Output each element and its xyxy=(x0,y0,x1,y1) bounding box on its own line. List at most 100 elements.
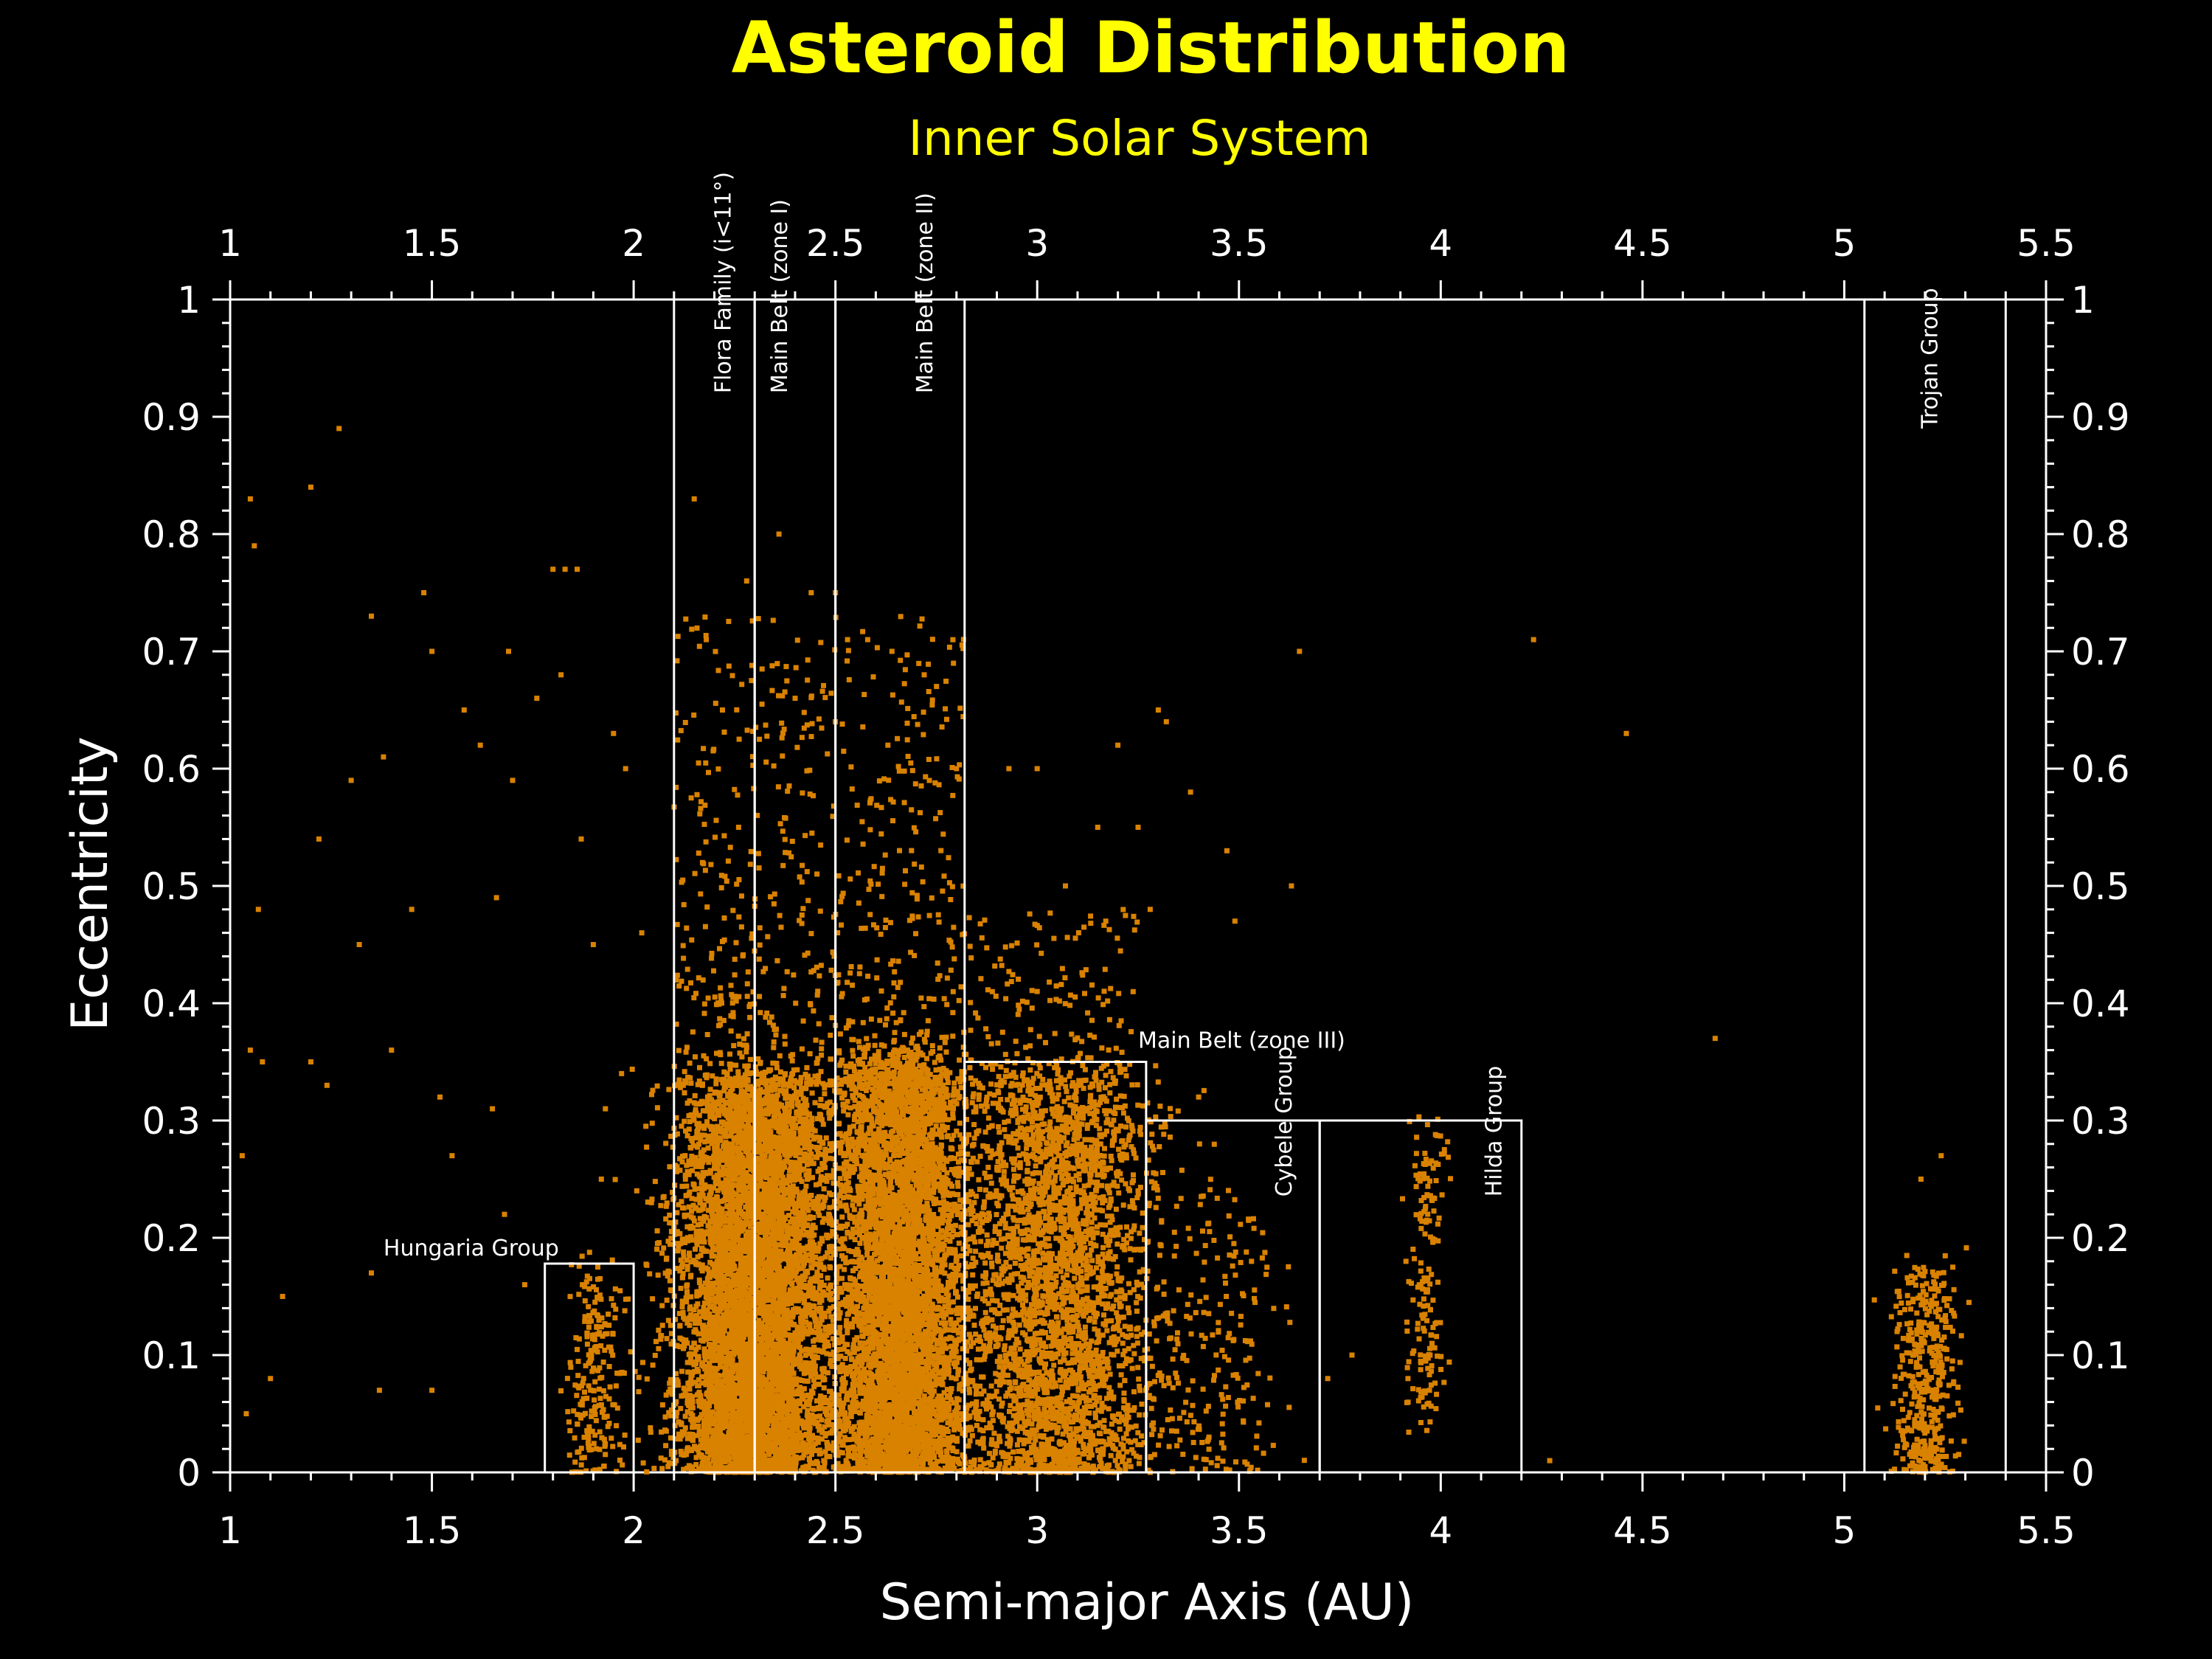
data-point xyxy=(772,1437,777,1443)
data-point xyxy=(724,1307,729,1313)
data-point xyxy=(794,1090,799,1095)
data-point xyxy=(758,1424,764,1430)
data-point xyxy=(573,1335,579,1340)
data-point xyxy=(801,1326,807,1331)
data-point xyxy=(645,1199,651,1205)
data-point xyxy=(785,1415,791,1421)
data-point xyxy=(613,1383,619,1389)
data-point xyxy=(578,1415,583,1421)
data-point xyxy=(757,1087,763,1092)
data-point xyxy=(565,1409,571,1415)
data-point xyxy=(774,1345,780,1351)
data-point xyxy=(598,1343,604,1348)
data-point xyxy=(741,1117,747,1122)
data-point xyxy=(578,1462,584,1468)
data-point xyxy=(578,1402,583,1407)
data-point xyxy=(722,1318,728,1323)
data-point xyxy=(687,1315,693,1320)
data-point xyxy=(583,1468,589,1474)
data-point xyxy=(694,1313,700,1318)
data-point xyxy=(594,1323,600,1329)
data-point xyxy=(786,1109,792,1114)
data-point xyxy=(805,1378,811,1384)
data-point xyxy=(718,1180,724,1186)
data-point xyxy=(810,1354,815,1360)
data-point xyxy=(731,1410,737,1416)
data-point xyxy=(584,1341,590,1347)
data-point xyxy=(592,1412,598,1417)
data-point xyxy=(589,1447,594,1452)
data-point xyxy=(716,1348,722,1354)
data-point xyxy=(679,1452,684,1458)
data-point xyxy=(802,1151,808,1157)
data-point xyxy=(677,1156,682,1162)
data-point xyxy=(816,1073,822,1078)
data-point xyxy=(636,1389,642,1395)
data-point xyxy=(684,1183,690,1189)
data-point xyxy=(757,1274,763,1280)
data-point xyxy=(805,1416,811,1422)
data-point xyxy=(842,1435,847,1441)
data-point xyxy=(828,1255,833,1261)
data-point xyxy=(589,1413,594,1419)
data-point xyxy=(799,1179,805,1184)
data-point xyxy=(704,1122,710,1128)
data-point xyxy=(621,1444,626,1450)
data-point xyxy=(759,1116,765,1122)
data-point xyxy=(703,1331,709,1337)
data-point xyxy=(703,1379,709,1385)
data-point xyxy=(772,1457,778,1463)
data-point xyxy=(707,1380,713,1386)
data-point xyxy=(732,1366,738,1372)
data-point xyxy=(707,1103,713,1109)
data-point xyxy=(684,1212,690,1218)
data-point xyxy=(635,1437,641,1443)
data-point xyxy=(679,1261,685,1267)
data-point xyxy=(654,1083,660,1089)
data-point xyxy=(584,1428,590,1433)
data-point xyxy=(678,1286,684,1291)
data-point xyxy=(767,1369,773,1375)
data-point xyxy=(696,1208,701,1213)
data-point xyxy=(720,1422,726,1428)
data-point xyxy=(680,1309,686,1315)
data-point xyxy=(774,1461,780,1467)
data-point xyxy=(584,1330,590,1336)
data-point xyxy=(707,1197,713,1203)
data-point xyxy=(598,1324,604,1330)
data-point xyxy=(591,1441,597,1447)
data-point xyxy=(689,1402,695,1407)
data-point xyxy=(800,1322,805,1328)
data-point xyxy=(710,1328,715,1334)
data-point xyxy=(777,1168,783,1174)
data-point xyxy=(567,1294,573,1300)
data-point xyxy=(659,1466,665,1472)
data-point xyxy=(809,1412,815,1418)
data-point xyxy=(746,1154,752,1160)
data-point xyxy=(791,1298,797,1303)
data-point xyxy=(690,1317,696,1323)
data-point xyxy=(586,1360,592,1366)
data-point xyxy=(809,1090,815,1096)
data-point xyxy=(730,1092,736,1098)
data-point xyxy=(576,1292,582,1298)
data-point xyxy=(707,1114,713,1120)
data-point xyxy=(648,1425,653,1431)
data-point xyxy=(721,1328,727,1334)
data-point xyxy=(683,1128,688,1134)
data-point xyxy=(591,1284,597,1289)
data-point xyxy=(750,1356,756,1362)
data-point xyxy=(697,1200,703,1206)
data-point xyxy=(588,1388,594,1393)
data-point xyxy=(696,1121,702,1126)
data-point xyxy=(800,1107,805,1113)
data-point xyxy=(712,1454,718,1460)
data-point xyxy=(729,1239,735,1244)
data-point xyxy=(714,1331,720,1336)
data-point xyxy=(773,1247,779,1253)
data-point xyxy=(664,1298,670,1303)
data-point xyxy=(578,1413,583,1419)
data-point xyxy=(815,1116,820,1121)
data-point xyxy=(684,1163,690,1168)
data-point xyxy=(679,1368,684,1374)
